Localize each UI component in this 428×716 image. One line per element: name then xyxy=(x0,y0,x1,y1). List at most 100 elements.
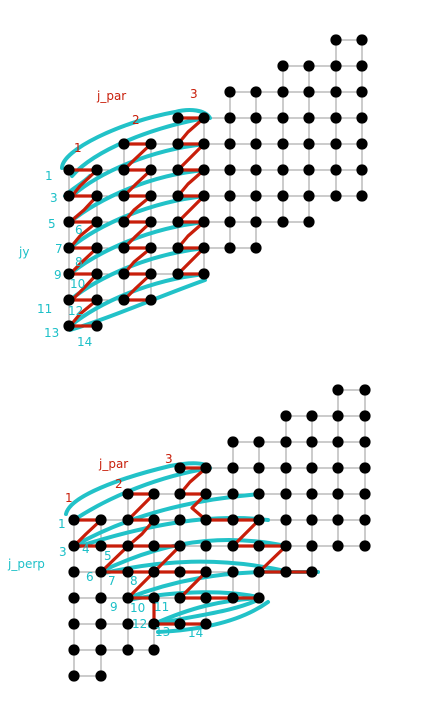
lattice-site-dot xyxy=(122,566,134,578)
lattice-site-dot xyxy=(172,268,184,280)
lattice-site-dot xyxy=(277,216,289,228)
lattice-site-dot xyxy=(174,540,186,552)
lattice-site-dot xyxy=(95,618,107,630)
bottom-cyan-path xyxy=(72,466,212,522)
lattice-site-dot xyxy=(198,190,210,202)
lattice-site-dot xyxy=(227,514,239,526)
lattice-site-dot xyxy=(91,242,103,254)
lattice-site-dot xyxy=(91,268,103,280)
lattice-site-dot xyxy=(174,618,186,630)
lattice-site-dot xyxy=(227,436,239,448)
lattice-site-dot xyxy=(359,540,371,552)
lattice-site-dot xyxy=(250,242,262,254)
lattice-site-dot xyxy=(359,410,371,422)
top-perp-label: 5 xyxy=(48,217,56,231)
lattice-site-dot xyxy=(68,514,80,526)
lattice-site-dot xyxy=(224,242,236,254)
lattice-site-dot xyxy=(253,540,265,552)
bottom-perp-label: 1 xyxy=(58,517,66,531)
lattice-site-dot xyxy=(198,216,210,228)
lattice-site-dot xyxy=(118,164,130,176)
lattice-site-dot xyxy=(359,514,371,526)
lattice-site-dot xyxy=(356,112,368,124)
lattice-site-dot xyxy=(174,462,186,474)
top-perp-label: 13 xyxy=(44,326,59,340)
lattice-site-dot xyxy=(172,112,184,124)
lattice-site-dot xyxy=(91,190,103,202)
lattice-site-dot xyxy=(224,190,236,202)
lattice-site-dot xyxy=(280,436,292,448)
lattice-site-dot xyxy=(91,320,103,332)
lattice-site-dot xyxy=(224,216,236,228)
lattice-site-dot xyxy=(148,540,160,552)
lattice-site-dot xyxy=(332,410,344,422)
lattice-site-dot xyxy=(356,164,368,176)
lattice-site-dot xyxy=(303,112,315,124)
lattice-site-dot xyxy=(330,190,342,202)
top-perp-label: 11 xyxy=(37,302,52,316)
lattice-site-dot xyxy=(306,436,318,448)
lattice-site-dot xyxy=(250,112,262,124)
lattice-site-dot xyxy=(95,540,107,552)
lattice-site-dot xyxy=(359,384,371,396)
top-perp-label: 12 xyxy=(68,304,83,318)
bottom-perp-label: 3 xyxy=(59,545,67,559)
lattice-site-dot xyxy=(200,592,212,604)
lattice-site-dot xyxy=(303,86,315,98)
bottom-perp-label: 6 xyxy=(86,570,94,584)
lattice-site-dot xyxy=(145,190,157,202)
bottom-perp-label: 11 xyxy=(154,600,169,614)
bottom-axis-perp-label: j_perp xyxy=(7,557,45,571)
lattice-site-dot xyxy=(63,164,75,176)
lattice-site-dot xyxy=(303,164,315,176)
top-par-label: 2 xyxy=(132,113,140,127)
top-perp-label: 9 xyxy=(54,268,62,282)
top-axis-par-label: j_par xyxy=(96,89,126,103)
lattice-site-dot xyxy=(253,488,265,500)
lattice-site-dot xyxy=(332,514,344,526)
top-grid-lines xyxy=(68,39,363,327)
top-cyan-path xyxy=(70,142,207,198)
lattice-site-dot xyxy=(148,592,160,604)
top-cyan-path xyxy=(60,108,212,170)
top-perp-label: 6 xyxy=(75,223,83,237)
bottom-perp-label: 13 xyxy=(155,625,170,639)
lattice-site-dot xyxy=(359,488,371,500)
lattice-site-dot xyxy=(122,514,134,526)
lattice-site-dot xyxy=(303,190,315,202)
top-red-paths xyxy=(68,116,206,328)
top-perp-label: 8 xyxy=(75,255,83,269)
lattice-site-dot xyxy=(356,34,368,46)
bottom-perp-label: 4 xyxy=(82,542,90,556)
lattice-site-dot xyxy=(227,488,239,500)
lattice-site-dot xyxy=(250,86,262,98)
lattice-site-dot xyxy=(253,514,265,526)
lattice-site-dot xyxy=(332,540,344,552)
bottom-par-label: 3 xyxy=(165,452,173,466)
bottom-perp-label: 14 xyxy=(188,626,203,640)
lattice-site-dot xyxy=(280,540,292,552)
lattice-site-dot xyxy=(68,566,80,578)
lattice-site-dot xyxy=(277,190,289,202)
lattice-site-dot xyxy=(174,514,186,526)
lattice-site-dot xyxy=(148,618,160,630)
top-perp-label: 3 xyxy=(50,191,58,205)
bottom-par-label: 2 xyxy=(115,477,123,491)
lattice-site-dot xyxy=(306,462,318,474)
lattice-site-dot xyxy=(95,592,107,604)
lattice-site-dot xyxy=(95,566,107,578)
lattice-site-dot xyxy=(172,242,184,254)
lattice-site-dot xyxy=(253,436,265,448)
lattice-site-dot xyxy=(200,488,212,500)
lattice-site-dot xyxy=(91,216,103,228)
top-perp-label: 10 xyxy=(70,277,85,291)
lattice-site-dot xyxy=(250,138,262,150)
lattice-site-dot xyxy=(330,86,342,98)
top-axis-perp-label: jy xyxy=(18,245,29,259)
lattice-site-dot xyxy=(174,488,186,500)
lattice-site-dot xyxy=(63,294,75,306)
bottom-perp-label: 12 xyxy=(132,617,147,631)
